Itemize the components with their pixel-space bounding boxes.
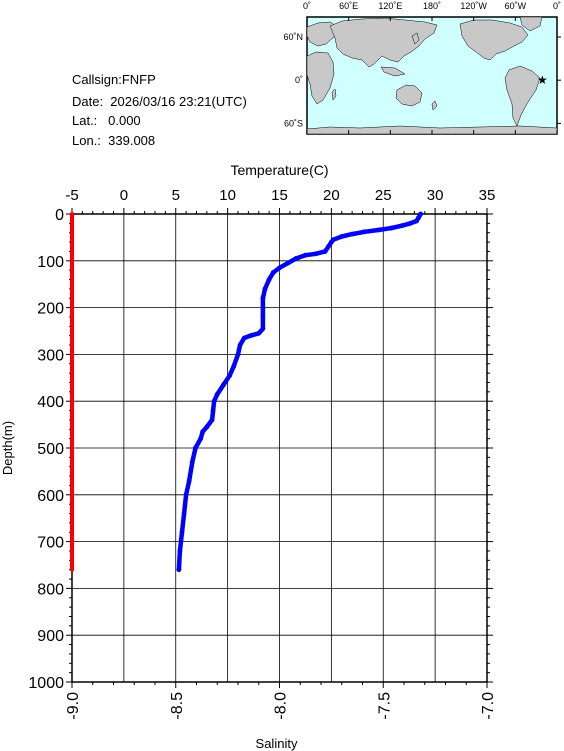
depth-tick-label: 800 <box>37 581 64 598</box>
salinity-tick-label: -8.5 <box>169 692 186 720</box>
temperature-point <box>325 244 331 250</box>
temperature-point <box>277 265 282 271</box>
temperature-point <box>181 511 187 516</box>
temperature-point <box>260 314 266 320</box>
temperature-point <box>211 398 217 404</box>
temperature-point <box>399 223 405 229</box>
temperature-tick-label: 5 <box>172 187 180 204</box>
salinity-tick-labels: -9.0 -8.5 -8.0 -7.5 -7.0 <box>65 692 497 720</box>
depth-tick-label: 700 <box>37 535 64 552</box>
salinity-tick-label: -7.5 <box>376 692 393 720</box>
latitude-text: Lat.: 0.000 <box>72 113 141 128</box>
depth-tick-labels: 0 100 200 300 400 500 600 700 800 900 1000 <box>28 207 64 692</box>
temperature-point <box>186 478 192 484</box>
temperature-point <box>256 330 262 336</box>
temperature-point <box>260 295 266 301</box>
temperature-point <box>183 492 189 498</box>
temperature-point <box>237 342 243 348</box>
temperature-tick-label: 30 <box>427 187 444 204</box>
map-lon-label: 180˚ <box>423 1 441 11</box>
series-layer <box>70 211 423 573</box>
temperature-point <box>227 373 233 378</box>
temperature-point <box>177 548 183 554</box>
date-text: Date: 2026/03/16 23:21(UTC) <box>72 94 247 109</box>
temperature-point <box>189 459 195 465</box>
map-lon-label: 60˚E <box>339 1 358 11</box>
salinity-tick-label: -7.0 <box>480 692 497 720</box>
depth-tick-label: 0 <box>55 207 64 224</box>
temperature-point <box>322 249 328 254</box>
map-lon-label: 60˚W <box>505 1 527 11</box>
temperature-point <box>389 225 394 231</box>
depth-tick-label: 200 <box>37 301 64 318</box>
map-lon-label: 120˚W <box>460 1 487 11</box>
map-lon-label: 0˚ <box>553 1 561 11</box>
station-star-icon: ★ <box>537 73 548 87</box>
depth-tick-label: 400 <box>37 394 64 411</box>
temperature-tick-label: 20 <box>323 187 340 204</box>
temperature-tick-label: 10 <box>219 187 236 204</box>
temperature-point <box>204 424 210 430</box>
temperature-tick-label: 0 <box>120 187 128 204</box>
temperature-point <box>303 252 308 258</box>
salinity-axis-title: Salinity <box>256 736 298 751</box>
temperature-point <box>266 277 272 282</box>
temperature-point <box>262 286 268 292</box>
temperature-point <box>418 211 423 217</box>
longitude-text: Lon.: 339.008 <box>72 133 156 148</box>
depth-tick-label: 100 <box>37 254 64 271</box>
map-lon-label: 120˚E <box>378 1 402 11</box>
salinity-tick-label: -9.0 <box>65 692 82 720</box>
temperature-point <box>285 260 291 266</box>
temperature-point <box>270 270 276 275</box>
temperature-point <box>260 305 266 310</box>
temperature-axis-title: Temperature(C) <box>230 162 328 178</box>
temperature-tick-labels: -5 0 5 10 15 20 25 30 35 <box>65 187 495 204</box>
temperature-point <box>414 218 419 224</box>
temperature-point <box>176 567 182 573</box>
temperature-tick-label: 25 <box>375 187 392 204</box>
temperature-point <box>198 436 204 442</box>
temperature-point <box>313 251 319 257</box>
temperature-point <box>362 229 367 235</box>
temperature-point <box>193 445 198 451</box>
map-lat-label: 60˚S <box>284 118 303 128</box>
salinity-tick-label: -8.0 <box>273 692 290 720</box>
temperature-point <box>179 529 185 535</box>
temperature-point <box>200 429 206 435</box>
location-map: 0˚ 60˚E 120˚E 180˚ 120˚W 60˚W 0˚ 60˚N 0˚ 60˚S ★ <box>283 1 561 135</box>
depth-tick-label: 1000 <box>28 675 64 692</box>
temperature-point <box>407 220 413 226</box>
profile-chart: -5 0 5 10 15 20 25 30 35 01002003004005006007008… <box>0 162 497 751</box>
axis-ticks <box>66 208 493 688</box>
depth-tick-label: 600 <box>37 488 64 505</box>
map-lon-label: 0˚ <box>303 1 311 11</box>
temperature-point <box>241 335 247 341</box>
map-lat-label: 0˚ <box>295 75 303 85</box>
temperature-point <box>231 363 237 369</box>
temperature-point <box>328 239 334 245</box>
temperature-point <box>248 333 253 339</box>
temperature-point <box>376 227 382 233</box>
temperature-point <box>260 326 266 332</box>
depth-tick-label: 500 <box>37 441 64 458</box>
temperature-point <box>235 352 241 357</box>
map-lat-label: 60˚N <box>283 32 303 42</box>
callsign-text: Callsign:FNFP <box>72 72 156 87</box>
temperature-point <box>293 256 299 261</box>
depth-tick-label: 900 <box>37 628 64 645</box>
temperature-point <box>210 408 216 413</box>
temperature-point <box>221 382 226 388</box>
temperature-tick-label: -5 <box>65 187 78 204</box>
depth-axis-title: Depth(m) <box>0 421 15 475</box>
temperature-point <box>349 231 355 237</box>
temperature-point <box>209 417 215 423</box>
temperature-point <box>214 391 220 397</box>
temperature-tick-label: 35 <box>479 187 496 204</box>
temperature-tick-label: 15 <box>271 187 288 204</box>
temperature-point <box>339 234 345 239</box>
depth-tick-label: 300 <box>37 347 64 364</box>
